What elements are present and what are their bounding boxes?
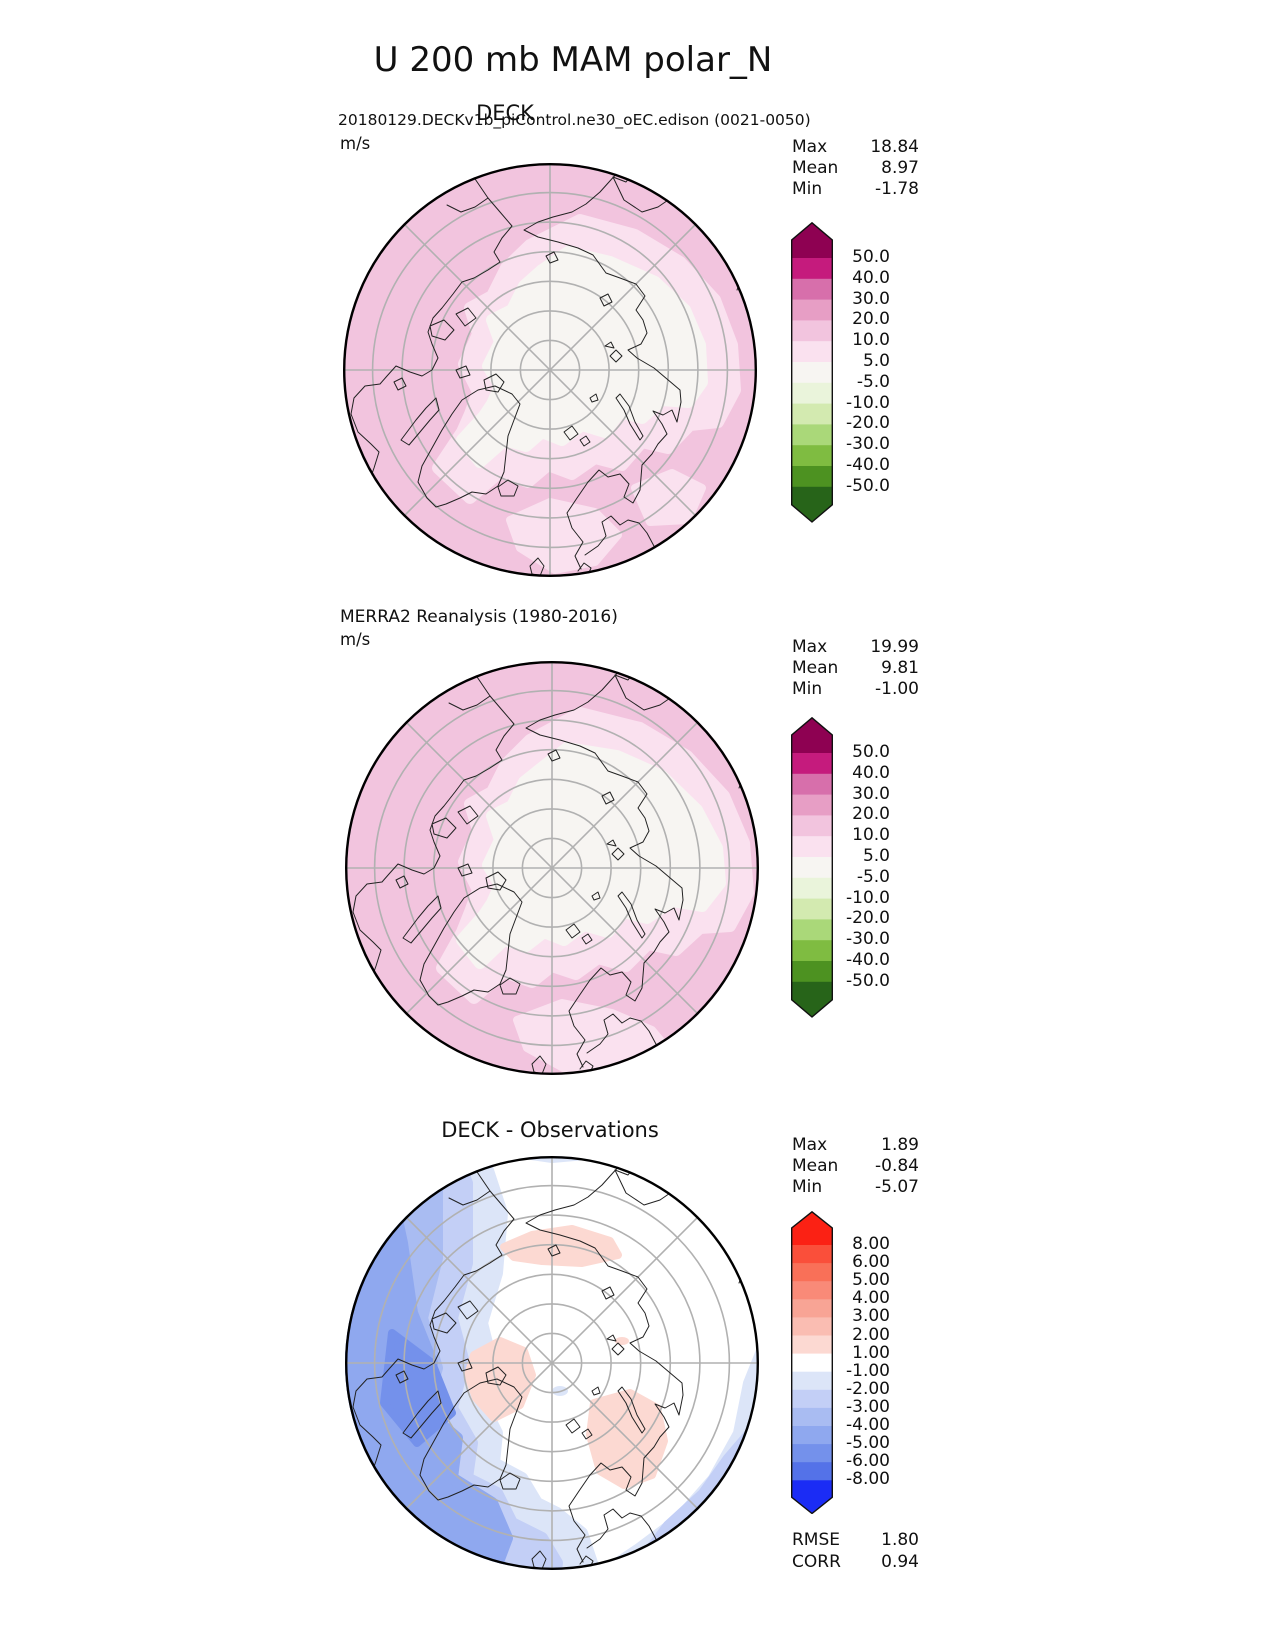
colorbar-model bbox=[791, 221, 833, 527]
map-model bbox=[343, 163, 757, 577]
colorbar-tick-label: 2.00 bbox=[852, 1324, 890, 1345]
stats-model: Max 18.84 Mean 8.97 Min -1.78 bbox=[792, 137, 919, 200]
colorbar-tick-label: 10.0 bbox=[852, 825, 890, 846]
colorbar-tick-label: 5.0 bbox=[862, 351, 890, 372]
stat-value: -0.84 bbox=[875, 1156, 919, 1176]
stat-label: Min bbox=[792, 1177, 823, 1197]
map-model-field-neutral bbox=[456, 246, 708, 468]
panel-obs-title: MERRA2 Reanalysis (1980-2016) bbox=[340, 607, 618, 627]
metric-label: CORR bbox=[792, 1552, 841, 1572]
stat-label: Min bbox=[792, 679, 823, 699]
map-model-field-5-10 bbox=[506, 498, 622, 574]
panel-model-info: 20180129.DECKv1b_piControl.ne30_oEC.edis… bbox=[338, 111, 811, 129]
colorbar-tick-label: -5.00 bbox=[846, 1433, 890, 1454]
colorbar-tick-label: 3.00 bbox=[852, 1306, 890, 1327]
colorbar-tick-label: -30.0 bbox=[846, 929, 890, 950]
colorbar-diff bbox=[791, 1210, 833, 1518]
stat-label: Max bbox=[792, 637, 828, 657]
panel-diff-title: DECK - Observations bbox=[441, 1118, 659, 1142]
colorbar-tick-label: 4.00 bbox=[852, 1288, 890, 1309]
map-diff-field-pos1 bbox=[500, 1225, 622, 1267]
colorbar-tick-label: 5.00 bbox=[852, 1270, 890, 1291]
colorbar-tick-label: -6.00 bbox=[846, 1451, 890, 1472]
page-title: U 200 mb MAM polar_N bbox=[373, 40, 773, 80]
stat-value: 9.81 bbox=[881, 658, 919, 678]
stat-label: Min bbox=[792, 179, 823, 199]
colorbar-tick-label: 50.0 bbox=[852, 742, 890, 763]
colorbar-tick-label: -20.0 bbox=[846, 908, 890, 929]
colorbar-tick-label: 5.0 bbox=[862, 846, 890, 867]
map-obs bbox=[345, 661, 759, 1075]
colorbar-tick-label: 10.0 bbox=[852, 330, 890, 351]
map-boundary bbox=[345, 661, 759, 1075]
colorbar-tick-label: -40.0 bbox=[846, 950, 890, 971]
map-diff bbox=[345, 1156, 759, 1570]
colorbar-tick-label: -3.00 bbox=[846, 1397, 890, 1418]
stats-obs: Max 19.99 Mean 9.81 Min -1.00 bbox=[792, 637, 919, 700]
stat-label: Mean bbox=[792, 1156, 839, 1176]
colorbar-tick-label: 8.00 bbox=[852, 1234, 890, 1255]
stats-diff: Max 1.89 Mean -0.84 Min -5.07 bbox=[792, 1135, 919, 1198]
stat-label: Mean bbox=[792, 658, 839, 678]
stat-value: -1.78 bbox=[875, 179, 919, 199]
colorbar-tick-label: -50.0 bbox=[846, 970, 890, 991]
stat-value: 18.84 bbox=[870, 137, 919, 157]
colorbar-tick-label: -20.0 bbox=[846, 413, 890, 434]
colorbar-tick-label: 30.0 bbox=[852, 288, 890, 309]
colorbar-tick-label: 30.0 bbox=[852, 783, 890, 804]
map-boundary bbox=[343, 163, 757, 577]
stat-value: 19.99 bbox=[870, 637, 919, 657]
colorbar-tick-label: 40.0 bbox=[852, 267, 890, 288]
colorbar-tick-label: -10.0 bbox=[846, 392, 890, 413]
colorbar-tick-label: -30.0 bbox=[846, 434, 890, 455]
map-model-field-5-10 bbox=[631, 469, 706, 526]
colorbar-tick-label: 40.0 bbox=[852, 762, 890, 783]
stat-value: -5.07 bbox=[875, 1177, 919, 1197]
stat-label: Max bbox=[792, 137, 828, 157]
colorbar-tick-label: -5.0 bbox=[856, 371, 890, 392]
metric-value: 0.94 bbox=[881, 1552, 919, 1572]
colorbar-tick-label: 20.0 bbox=[852, 804, 890, 825]
stat-label: Mean bbox=[792, 158, 839, 178]
stat-value: -1.00 bbox=[875, 679, 919, 699]
panel-obs-units: m/s bbox=[340, 630, 371, 649]
colorbar-tick-label: 1.00 bbox=[852, 1342, 890, 1363]
colorbar-tick-label: -40.0 bbox=[846, 455, 890, 476]
panel-model-units: m/s bbox=[340, 134, 371, 153]
colorbar-tick-label: -4.00 bbox=[846, 1415, 890, 1436]
colorbar-tick-label: -8.00 bbox=[846, 1469, 890, 1490]
panel-model-title: DECK bbox=[476, 101, 534, 125]
map-boundary bbox=[345, 1156, 759, 1570]
metric-label: RMSE bbox=[792, 1530, 841, 1550]
colorbar-tick-label: 6.00 bbox=[852, 1252, 890, 1273]
colorbar-tick-label: -1.00 bbox=[846, 1360, 890, 1381]
colorbar-obs bbox=[791, 716, 833, 1022]
colorbar-tick-label: -2.00 bbox=[846, 1378, 890, 1399]
stat-label: Max bbox=[792, 1135, 828, 1155]
colorbar-tick-label: -50.0 bbox=[846, 475, 890, 496]
colorbar-tick-label: 20.0 bbox=[852, 309, 890, 330]
colorbar-tick-label: 50.0 bbox=[852, 247, 890, 268]
stat-value: 1.89 bbox=[881, 1135, 919, 1155]
stat-value: 8.97 bbox=[881, 158, 919, 178]
metric-value: 1.80 bbox=[881, 1530, 919, 1550]
colorbar-tick-label: -10.0 bbox=[846, 887, 890, 908]
colorbar-tick-label: -5.0 bbox=[856, 866, 890, 887]
metrics-diff: RMSE 1.80 CORR 0.94 bbox=[792, 1529, 919, 1573]
